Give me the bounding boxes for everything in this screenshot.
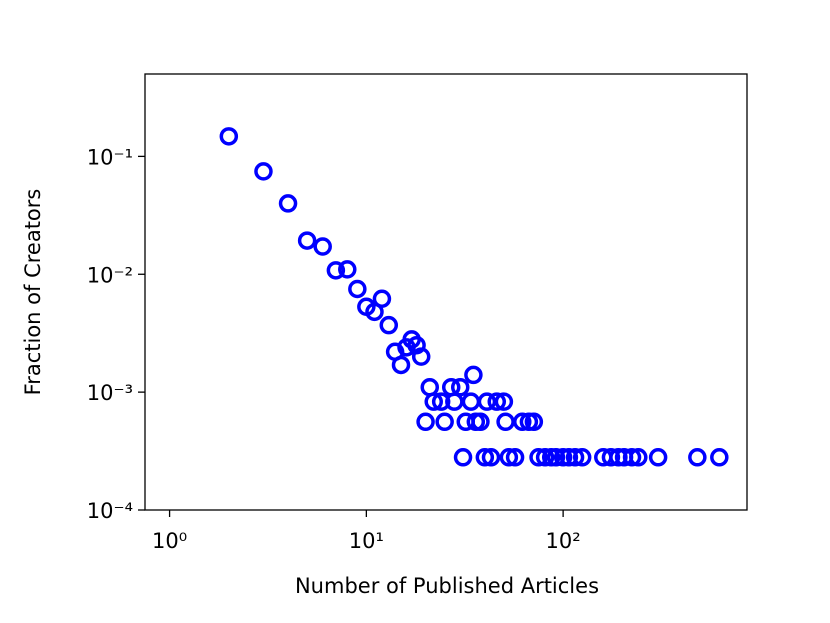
point [254,162,273,181]
point [553,448,573,467]
x-axis-label: Number of Published Articles [295,574,599,598]
point [487,392,507,411]
point [505,448,525,467]
point [313,237,332,256]
point [372,289,392,308]
x-tick-label: 10² [546,529,581,553]
point [424,392,443,411]
y-axis-label: Fraction of Creators [21,189,45,396]
point [297,231,317,250]
point [494,392,514,411]
point [391,355,411,375]
point [338,260,357,279]
point [622,448,642,467]
point [365,302,384,322]
point [565,448,585,467]
y-tick-label: 10⁻¹ [87,145,133,169]
point [219,127,239,146]
point [278,194,298,213]
point [411,347,431,366]
point [499,448,519,467]
point [524,412,544,432]
point [572,448,592,467]
point [529,448,548,467]
point [601,448,621,467]
point [481,448,501,467]
point [450,378,470,397]
point [546,448,566,467]
point [471,412,490,432]
point [629,448,648,467]
point [477,392,497,411]
point [435,412,454,432]
point [710,448,729,467]
point [688,448,707,467]
point [648,448,668,467]
x-tick-label: 10⁰ [152,529,187,553]
point [416,412,435,432]
point [379,315,399,335]
x-tick-label: 10¹ [349,529,384,553]
y-tick-label: 10⁻³ [87,381,133,405]
point [513,412,532,432]
point [453,448,473,467]
point [348,279,367,299]
point [475,448,495,467]
point [464,365,483,385]
point [535,448,555,467]
point [431,392,451,411]
y-tick-label: 10⁻⁴ [87,499,133,523]
point [326,261,346,280]
plot-frame [144,73,748,511]
y-tick-label: 10⁻² [87,263,133,287]
